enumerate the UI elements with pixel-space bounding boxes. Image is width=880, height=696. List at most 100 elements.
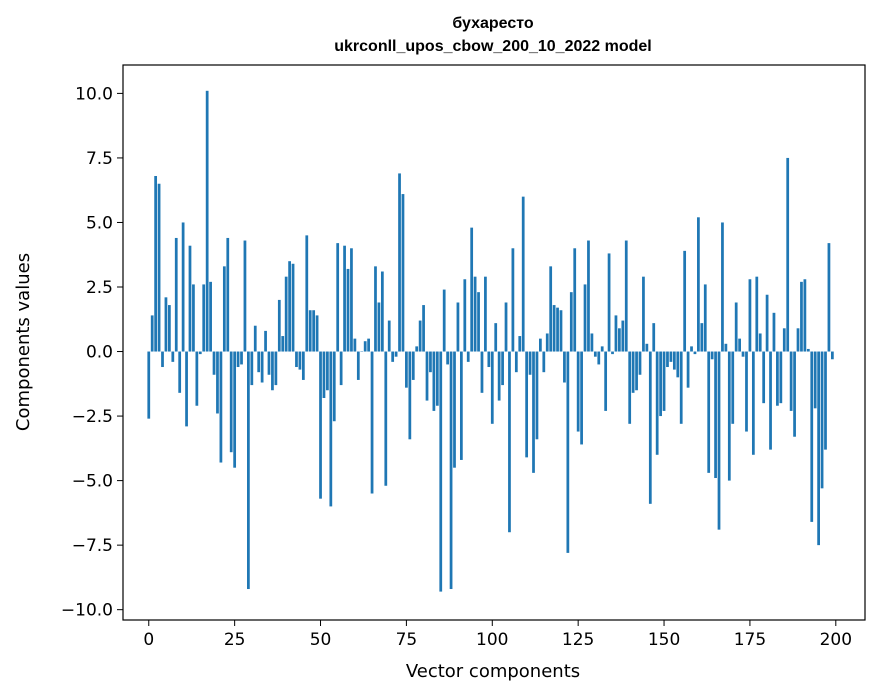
bar-component-188 xyxy=(793,351,796,437)
bar-component-162 xyxy=(703,284,707,352)
bar-component-16 xyxy=(202,284,206,352)
bar-component-146 xyxy=(648,351,652,504)
bar-component-111 xyxy=(528,351,532,375)
bar-component-28 xyxy=(243,240,247,352)
bar-component-177 xyxy=(755,276,759,352)
bar-component-1 xyxy=(150,315,154,352)
bar-component-151 xyxy=(666,351,669,368)
bar-component-49 xyxy=(315,315,319,352)
bar-component-160 xyxy=(697,217,700,352)
bar-component-38 xyxy=(277,299,281,352)
bar-component-198 xyxy=(827,243,831,352)
bar-component-125 xyxy=(576,351,580,432)
bar-component-105 xyxy=(508,351,511,533)
bar-component-78 xyxy=(415,346,419,352)
bar-component-181 xyxy=(769,351,772,450)
bar-component-110 xyxy=(525,351,529,458)
bar-component-96 xyxy=(477,292,480,352)
y-tick-label: 2.5 xyxy=(86,278,113,298)
bar-component-178 xyxy=(758,333,762,352)
bar-component-175 xyxy=(748,279,752,352)
bar-component-92 xyxy=(463,279,467,352)
bar-component-36 xyxy=(271,351,274,391)
y-tick-label: −10.0 xyxy=(61,601,113,621)
bar-component-45 xyxy=(301,351,305,380)
bar-component-72 xyxy=(394,351,398,357)
x-tick-label: 25 xyxy=(224,630,246,650)
bar-component-40 xyxy=(284,276,288,352)
bar-component-85 xyxy=(439,351,443,592)
bar-component-74 xyxy=(401,194,405,352)
bar-component-107 xyxy=(514,351,518,373)
bar-component-30 xyxy=(250,351,254,386)
bar-component-66 xyxy=(374,266,377,352)
bar-component-11 xyxy=(185,351,188,427)
bar-component-129 xyxy=(590,333,594,352)
bar-component-47 xyxy=(308,310,312,352)
bar-component-75 xyxy=(405,351,408,388)
x-tick-label: 100 xyxy=(476,630,508,650)
bar-component-103 xyxy=(501,351,504,386)
bar-component-63 xyxy=(363,341,367,352)
x-tick-label: 0 xyxy=(143,630,154,650)
bar-component-144 xyxy=(642,276,645,352)
bar-component-140 xyxy=(628,351,632,424)
bar-component-152 xyxy=(669,351,673,362)
bar-component-169 xyxy=(727,351,731,481)
bar-component-187 xyxy=(789,351,793,411)
bar-component-90 xyxy=(456,302,460,352)
bar-component-89 xyxy=(453,351,456,468)
x-axis-label: Vector components xyxy=(406,661,580,682)
bar-component-137 xyxy=(618,328,621,352)
y-tick-label: −7.5 xyxy=(72,536,113,556)
bar-component-131 xyxy=(597,351,601,365)
bar-component-6 xyxy=(168,305,171,352)
bar-component-32 xyxy=(257,351,261,373)
bar-component-58 xyxy=(346,268,350,352)
y-tick-label: −5.0 xyxy=(72,472,113,492)
bar-component-20 xyxy=(216,351,219,414)
bar-component-53 xyxy=(329,351,333,507)
bar-component-91 xyxy=(459,351,463,460)
bar-component-161 xyxy=(700,323,704,352)
bar-component-76 xyxy=(408,351,412,440)
bar-component-19 xyxy=(212,351,216,375)
bar-component-13 xyxy=(192,284,195,352)
bar-component-77 xyxy=(411,351,415,380)
bar-component-123 xyxy=(569,292,573,352)
y-tick-label: 7.5 xyxy=(86,149,113,169)
bar-component-139 xyxy=(624,240,628,352)
bar-component-35 xyxy=(267,351,271,375)
bar-component-54 xyxy=(332,351,336,422)
bar-component-69 xyxy=(384,351,388,486)
bar-component-127 xyxy=(583,284,587,352)
bar-component-14 xyxy=(195,351,199,406)
bar-component-51 xyxy=(322,351,326,398)
bar-component-108 xyxy=(518,336,522,352)
bar-component-196 xyxy=(820,351,824,489)
bar-component-173 xyxy=(741,351,745,357)
bar-component-37 xyxy=(274,351,278,386)
x-tick-label: 175 xyxy=(734,630,766,650)
bar-component-172 xyxy=(738,338,741,352)
bar-component-121 xyxy=(563,351,566,383)
bar-component-174 xyxy=(745,351,748,432)
bar-component-41 xyxy=(288,261,291,352)
bar-component-42 xyxy=(291,263,295,352)
bar-component-73 xyxy=(398,173,401,352)
bar-component-193 xyxy=(810,351,814,522)
bar-component-2 xyxy=(154,176,158,352)
bar-component-17 xyxy=(205,90,209,352)
y-axis-ticks: 10.0 7.5 5.0 2.5 0.0 −2.5 −5.0 −7.5 −10.0 xyxy=(61,84,123,621)
bar-component-44 xyxy=(298,351,302,370)
bar-component-182 xyxy=(772,312,776,352)
bar-component-88 xyxy=(449,351,453,590)
bar-component-48 xyxy=(312,310,316,352)
bar-component-134 xyxy=(607,253,611,352)
bar-component-52 xyxy=(326,351,329,391)
bar-component-145 xyxy=(645,343,649,352)
bar-component-136 xyxy=(614,315,618,352)
bar-component-112 xyxy=(532,351,535,473)
bar-component-67 xyxy=(377,302,381,352)
bar-component-157 xyxy=(686,351,690,388)
